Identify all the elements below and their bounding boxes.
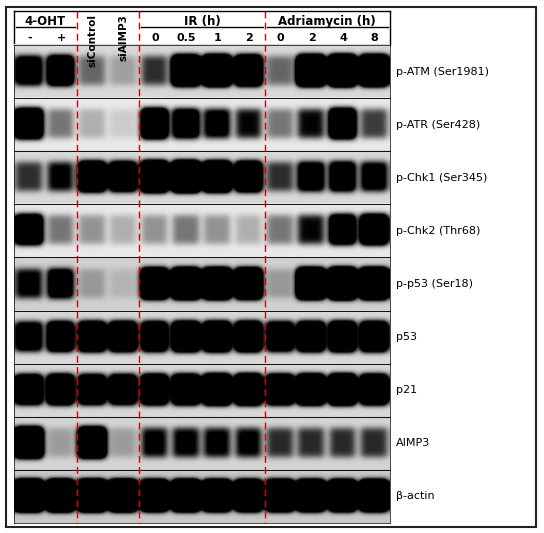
Text: β-actin: β-actin: [396, 491, 435, 502]
Text: p-ATR (Ser428): p-ATR (Ser428): [396, 120, 480, 130]
Text: +: +: [57, 33, 66, 43]
Text: 4: 4: [339, 33, 347, 43]
Text: p53: p53: [396, 332, 417, 342]
Text: p-p53 (Ser18): p-p53 (Ser18): [396, 279, 473, 289]
Text: p-Chk1 (Ser345): p-Chk1 (Ser345): [396, 173, 487, 183]
Text: siControl: siControl: [88, 14, 97, 67]
Text: Adriamycin (h): Adriamycin (h): [279, 15, 376, 28]
Text: 0.5: 0.5: [177, 33, 196, 43]
Text: 8: 8: [370, 33, 378, 43]
Text: 2: 2: [245, 33, 253, 43]
Text: p21: p21: [396, 385, 417, 395]
Text: p-Chk2 (Thr68): p-Chk2 (Thr68): [396, 226, 480, 236]
Text: 4-OHT: 4-OHT: [25, 15, 66, 28]
Text: 0: 0: [151, 33, 159, 43]
Text: p-ATM (Ser1981): p-ATM (Ser1981): [396, 67, 489, 77]
Text: 2: 2: [308, 33, 316, 43]
Text: 1: 1: [214, 33, 221, 43]
Text: AIMP3: AIMP3: [396, 438, 430, 448]
Text: 0: 0: [276, 33, 284, 43]
Text: siAIMP3: siAIMP3: [119, 14, 129, 61]
Text: -: -: [27, 33, 32, 43]
Text: IR (h): IR (h): [184, 15, 220, 28]
